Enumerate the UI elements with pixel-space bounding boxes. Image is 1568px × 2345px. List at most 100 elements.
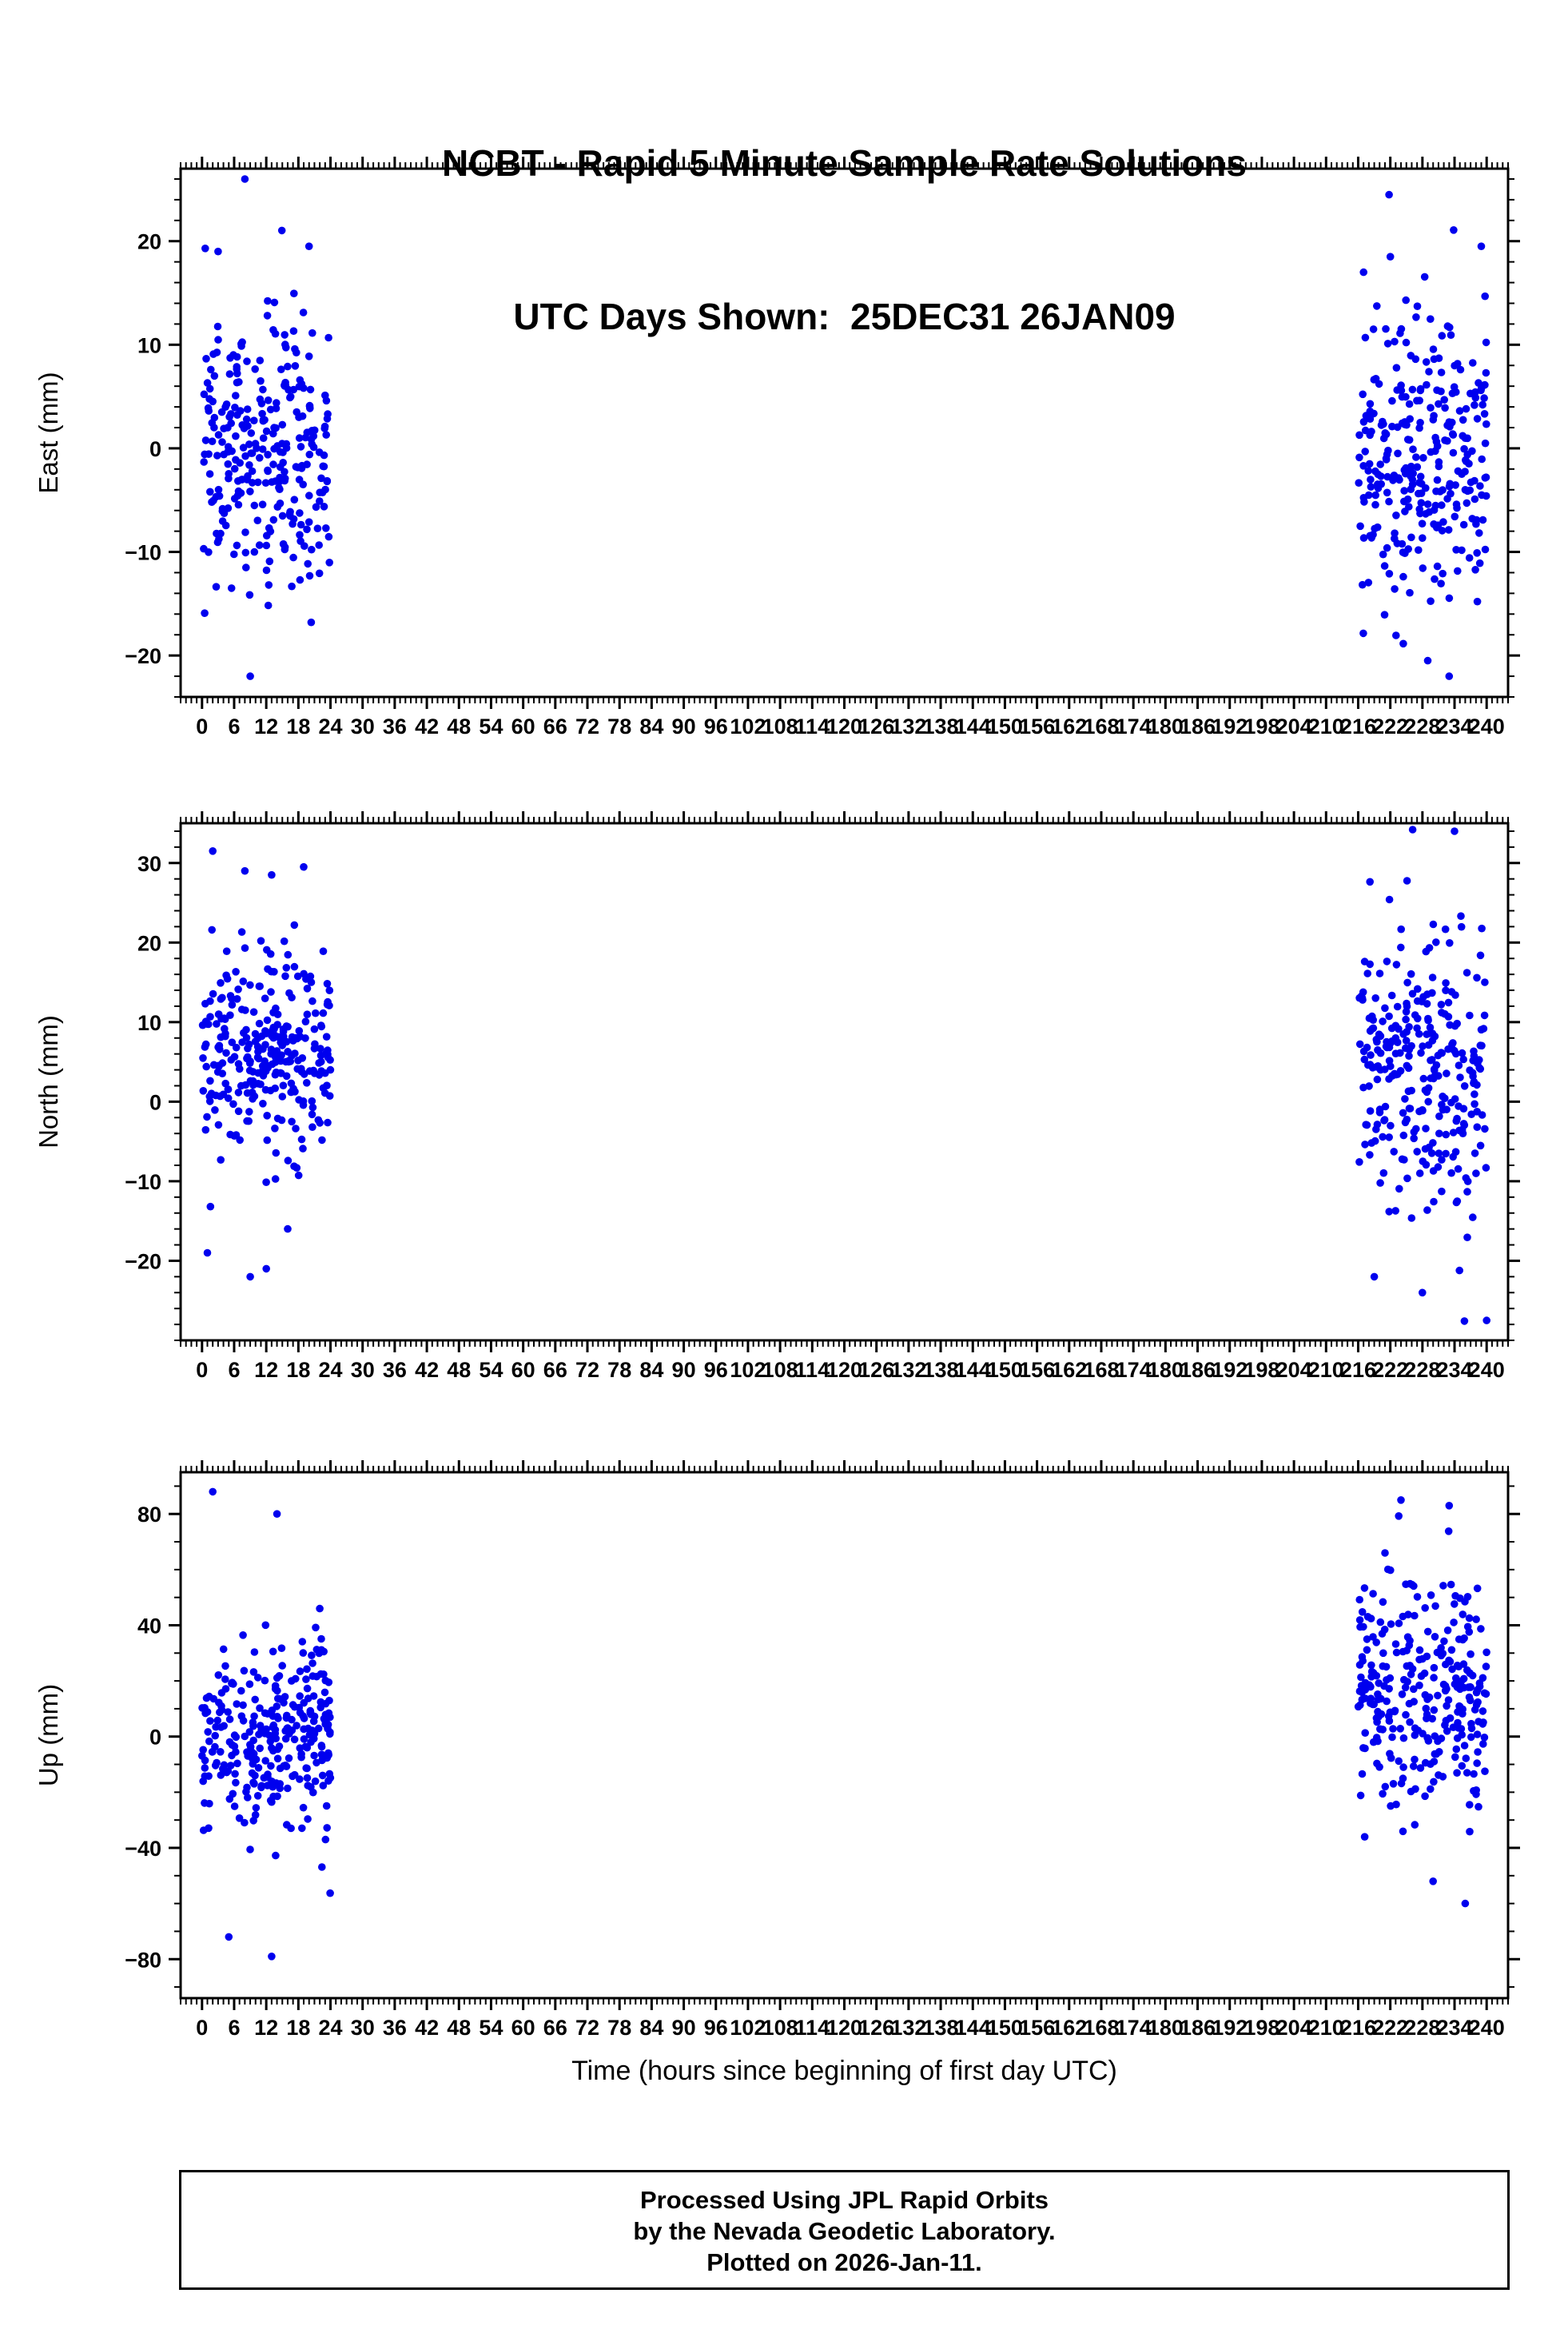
svg-text:216: 216 xyxy=(1340,2016,1376,2040)
svg-text:30: 30 xyxy=(137,852,161,876)
svg-text:36: 36 xyxy=(383,2016,407,2040)
svg-text:10: 10 xyxy=(137,1011,161,1035)
svg-text:132: 132 xyxy=(890,2016,926,2040)
svg-text:204: 204 xyxy=(1276,1358,1312,1382)
svg-text:−20: −20 xyxy=(125,644,161,668)
svg-text:162: 162 xyxy=(1051,2016,1087,2040)
svg-text:228: 228 xyxy=(1404,2016,1440,2040)
svg-text:144: 144 xyxy=(955,715,991,739)
svg-text:12: 12 xyxy=(254,715,278,739)
east-minor-ticks xyxy=(174,162,1514,703)
svg-text:60: 60 xyxy=(511,715,535,739)
north-axis-title: North (mm) xyxy=(34,1015,63,1149)
east-plot: 0 6 12 18 24 30 36 42 48 54 60 66 72 78 84 90 96 10210811… xyxy=(34,157,1520,739)
svg-text:192: 192 xyxy=(1212,2016,1248,2040)
svg-text:210: 210 xyxy=(1308,1358,1344,1382)
svg-text:24: 24 xyxy=(319,2016,343,2040)
svg-text:132: 132 xyxy=(890,715,926,739)
svg-text:186: 186 xyxy=(1180,1358,1216,1382)
svg-text:222: 222 xyxy=(1372,715,1408,739)
svg-text:168: 168 xyxy=(1083,715,1119,739)
svg-text:240: 240 xyxy=(1469,715,1505,739)
svg-text:102: 102 xyxy=(730,715,766,739)
svg-text:210: 210 xyxy=(1308,2016,1344,2040)
north-frame xyxy=(179,822,1510,1342)
svg-text:6: 6 xyxy=(228,1358,240,1382)
svg-text:120: 120 xyxy=(826,715,862,739)
east-x-tick-labels: 0 6 12 18 24 30 36 42 48 54 60 66 72 78 84 90 96 10210811… xyxy=(196,715,1504,739)
svg-text:162: 162 xyxy=(1051,715,1087,739)
svg-text:126: 126 xyxy=(858,2016,894,2040)
svg-text:36: 36 xyxy=(383,1358,407,1382)
svg-text:−10: −10 xyxy=(125,541,161,565)
svg-text:138: 138 xyxy=(923,2016,959,2040)
svg-text:24: 24 xyxy=(319,1358,343,1382)
svg-text:48: 48 xyxy=(447,715,471,739)
svg-text:−10: −10 xyxy=(125,1170,161,1194)
svg-text:6: 6 xyxy=(228,715,240,739)
svg-text:36: 36 xyxy=(383,715,407,739)
svg-text:90: 90 xyxy=(672,2016,696,2040)
svg-text:−80: −80 xyxy=(125,1948,161,1972)
east-y-tick-labels: −20 −10 0 10 20 xyxy=(125,230,161,668)
svg-text:90: 90 xyxy=(672,715,696,739)
svg-text:240: 240 xyxy=(1469,1358,1505,1382)
svg-text:204: 204 xyxy=(1276,2016,1312,2040)
svg-text:120: 120 xyxy=(826,2016,862,2040)
svg-text:222: 222 xyxy=(1372,1358,1408,1382)
svg-text:20: 20 xyxy=(137,230,161,254)
svg-text:228: 228 xyxy=(1404,715,1440,739)
svg-text:84: 84 xyxy=(639,2016,663,2040)
svg-text:96: 96 xyxy=(704,715,728,739)
svg-text:192: 192 xyxy=(1212,1358,1248,1382)
svg-text:48: 48 xyxy=(447,2016,471,2040)
up-minor-ticks xyxy=(174,1466,1514,2005)
svg-text:222: 222 xyxy=(1372,2016,1408,2040)
svg-text:192: 192 xyxy=(1212,715,1248,739)
north-minor-ticks xyxy=(174,817,1514,1347)
svg-text:90: 90 xyxy=(672,1358,696,1382)
svg-text:150: 150 xyxy=(987,1358,1023,1382)
svg-text:54: 54 xyxy=(479,715,503,739)
svg-text:234: 234 xyxy=(1436,1358,1472,1382)
up-x-tick-labels: 0 6 12 18 24 30 36 42 48 54 60 66 72 78 84 90 96 10210811… xyxy=(196,2016,1504,2040)
svg-text:138: 138 xyxy=(923,715,959,739)
north-x-tick-labels: 0 6 12 18 24 30 36 42 48 54 60 66 72 78 84 90 96 10210811… xyxy=(196,1358,1504,1382)
svg-text:30: 30 xyxy=(351,715,375,739)
svg-text:24: 24 xyxy=(319,715,343,739)
up-plot: 0 6 12 18 24 30 36 42 48 54 60 66 72 78 84 90 96 10210811… xyxy=(34,1460,1520,2040)
up-data-points xyxy=(198,1487,1490,1961)
footer-line-1: Processed Using JPL Rapid Orbits xyxy=(639,2186,1049,2214)
svg-text:20: 20 xyxy=(137,931,161,955)
east-data-points xyxy=(200,175,1490,680)
svg-text:126: 126 xyxy=(858,715,894,739)
svg-text:30: 30 xyxy=(351,2016,375,2040)
svg-text:−40: −40 xyxy=(125,1837,161,1861)
svg-text:168: 168 xyxy=(1083,1358,1119,1382)
up-y-tick-labels: −80 −40 0 40 80 xyxy=(125,1503,161,1972)
svg-text:42: 42 xyxy=(415,715,439,739)
svg-text:10: 10 xyxy=(137,333,161,357)
svg-text:60: 60 xyxy=(511,2016,535,2040)
svg-text:204: 204 xyxy=(1276,715,1312,739)
svg-text:198: 198 xyxy=(1244,715,1279,739)
svg-text:180: 180 xyxy=(1148,1358,1184,1382)
svg-text:228: 228 xyxy=(1404,1358,1440,1382)
svg-text:108: 108 xyxy=(762,2016,798,2040)
svg-text:216: 216 xyxy=(1340,1358,1376,1382)
svg-text:66: 66 xyxy=(543,2016,567,2040)
svg-text:126: 126 xyxy=(858,1358,894,1382)
svg-text:84: 84 xyxy=(639,715,663,739)
svg-text:−20: −20 xyxy=(125,1249,161,1273)
up-major-ticks xyxy=(169,1460,1520,2010)
svg-text:186: 186 xyxy=(1180,2016,1216,2040)
svg-text:180: 180 xyxy=(1148,715,1184,739)
svg-text:96: 96 xyxy=(704,1358,728,1382)
svg-text:174: 174 xyxy=(1116,1358,1152,1382)
svg-text:30: 30 xyxy=(351,1358,375,1382)
svg-text:66: 66 xyxy=(543,1358,567,1382)
svg-text:108: 108 xyxy=(762,715,798,739)
svg-text:6: 6 xyxy=(228,2016,240,2040)
svg-text:114: 114 xyxy=(795,2016,830,2040)
